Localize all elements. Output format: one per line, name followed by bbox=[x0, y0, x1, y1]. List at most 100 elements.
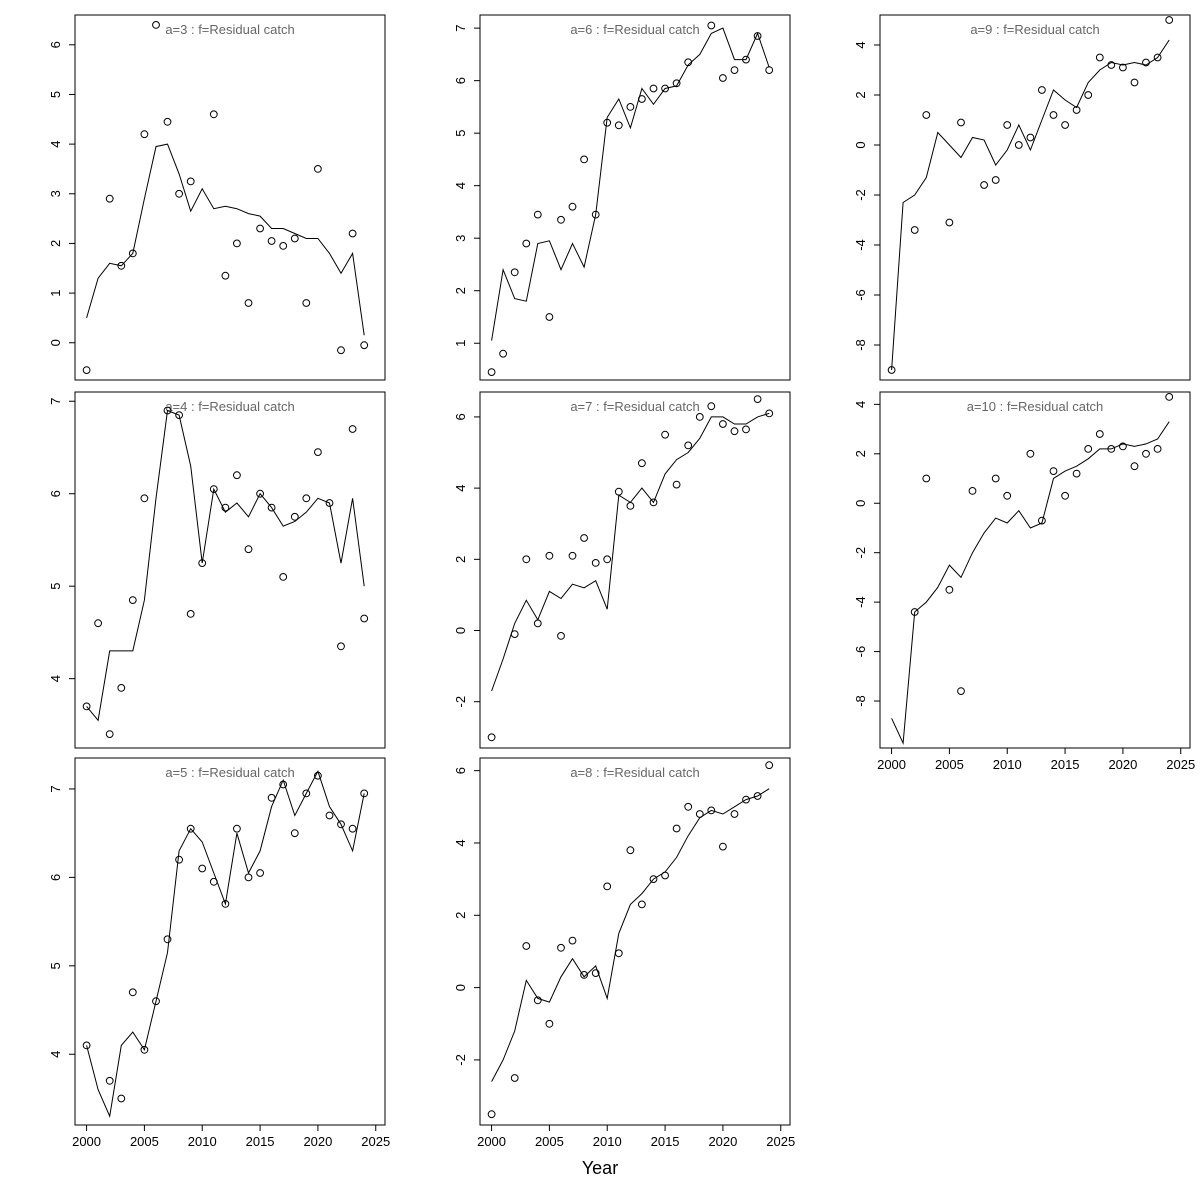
x-tick-label: 2010 bbox=[593, 1134, 622, 1149]
data-point bbox=[742, 795, 750, 804]
data-point bbox=[175, 189, 184, 198]
y-tick-label: 6 bbox=[453, 77, 468, 84]
y-tick-label: 4 bbox=[853, 41, 868, 48]
plot-box bbox=[879, 14, 1191, 381]
data-point bbox=[638, 900, 646, 909]
data-point bbox=[348, 229, 357, 238]
data-point bbox=[557, 632, 565, 640]
data-point bbox=[522, 942, 531, 950]
data-point bbox=[209, 485, 218, 494]
data-point bbox=[105, 1076, 114, 1085]
y-tick-label: 0 bbox=[853, 500, 868, 507]
data-point bbox=[910, 226, 919, 234]
data-point bbox=[922, 474, 931, 483]
y-tick-label: -2 bbox=[853, 547, 868, 559]
data-point bbox=[753, 32, 762, 40]
data-point bbox=[117, 1094, 126, 1103]
y-tick-label: 2 bbox=[453, 912, 468, 919]
data-point bbox=[603, 555, 612, 564]
data-point bbox=[719, 842, 727, 851]
y-tick-label: -2 bbox=[453, 696, 468, 708]
y-tick-label: 0 bbox=[453, 627, 468, 634]
data-point bbox=[719, 420, 727, 428]
data-point bbox=[209, 877, 218, 886]
data-point bbox=[348, 824, 357, 833]
x-tick-label: 2015 bbox=[246, 1134, 275, 1149]
x-tick-label: 2025 bbox=[766, 1134, 795, 1149]
y-tick-label: -8 bbox=[853, 695, 868, 707]
data-point bbox=[591, 969, 600, 977]
data-point bbox=[267, 793, 276, 802]
data-point bbox=[337, 820, 345, 829]
data-point bbox=[1003, 491, 1012, 500]
panel-title: a=6 : f=Residual catch bbox=[570, 22, 699, 37]
data-point bbox=[198, 559, 207, 567]
data-point bbox=[661, 84, 669, 93]
data-point bbox=[568, 202, 577, 211]
data-point bbox=[117, 684, 126, 692]
data-point bbox=[1165, 16, 1174, 24]
data-point bbox=[186, 177, 195, 186]
y-tick-label: 5 bbox=[48, 91, 63, 98]
data-point bbox=[557, 943, 565, 952]
y-tick-label: 3 bbox=[48, 190, 63, 197]
y-tick-label: 3 bbox=[453, 235, 468, 242]
data-point bbox=[360, 789, 369, 798]
panel-a4: a=4 : f=Residual catch 4 5 6 7 bbox=[48, 391, 386, 749]
data-point bbox=[1153, 445, 1162, 453]
fit-line bbox=[86, 143, 365, 336]
data-point bbox=[684, 441, 693, 450]
data-point bbox=[1061, 491, 1069, 500]
fit-line bbox=[491, 412, 770, 692]
x-tick-label: 2020 bbox=[1108, 757, 1137, 772]
data-point bbox=[910, 608, 919, 616]
panel-a7: a=7 : f=Residual catch -2 0 2 4 6 bbox=[453, 391, 791, 749]
data-point bbox=[887, 366, 896, 374]
data-point bbox=[244, 873, 253, 882]
data-point bbox=[707, 21, 716, 30]
data-point bbox=[163, 117, 172, 126]
x-tick-label: 2000 bbox=[72, 1134, 101, 1149]
data-point bbox=[1049, 111, 1058, 119]
panel-a3: a=3 : f=Residual catch 0 1 2 3 4 5 6 bbox=[48, 14, 386, 381]
data-point bbox=[1130, 462, 1139, 471]
data-point bbox=[742, 55, 750, 64]
data-point bbox=[991, 176, 1000, 184]
data-point bbox=[545, 1019, 554, 1028]
data-point bbox=[672, 79, 681, 88]
x-tick-label: 2025 bbox=[1166, 757, 1195, 772]
data-point bbox=[922, 111, 931, 119]
y-tick-label: -6 bbox=[853, 646, 868, 658]
data-point bbox=[163, 935, 172, 944]
panel-title: a=9 : f=Residual catch bbox=[970, 22, 1099, 37]
data-point bbox=[163, 406, 172, 415]
panel-title: a=5 : f=Residual catch bbox=[165, 765, 294, 780]
panel-title: a=3 : f=Residual catch bbox=[165, 22, 294, 37]
plot-box bbox=[479, 14, 791, 381]
data-point bbox=[256, 869, 265, 877]
data-point bbox=[209, 110, 218, 119]
x-tick-label: 2005 bbox=[130, 1134, 159, 1149]
panel-title: a=7 : f=Residual catch bbox=[570, 399, 699, 414]
data-point bbox=[221, 900, 230, 908]
data-point bbox=[684, 58, 693, 67]
data-point bbox=[707, 402, 716, 411]
data-point bbox=[672, 824, 681, 833]
y-tick-label: 2 bbox=[48, 240, 63, 247]
y-tick-label: 4 bbox=[453, 182, 468, 189]
fit-line bbox=[491, 27, 770, 341]
panel-a8: a=8 : f=Residual catch -2 0 2 4 6 2000 2005 2010… bbox=[453, 757, 795, 1149]
data-point bbox=[140, 130, 149, 139]
data-point bbox=[649, 498, 658, 507]
y-tick-label: 2 bbox=[853, 450, 868, 457]
panel-title: a=10 : f=Residual catch bbox=[967, 399, 1104, 414]
data-point bbox=[522, 555, 531, 564]
data-point bbox=[302, 299, 311, 307]
x-tick-label: 2000 bbox=[877, 757, 906, 772]
data-point bbox=[1165, 393, 1174, 401]
data-point bbox=[765, 761, 774, 770]
data-point bbox=[128, 249, 137, 258]
data-point bbox=[707, 806, 716, 815]
